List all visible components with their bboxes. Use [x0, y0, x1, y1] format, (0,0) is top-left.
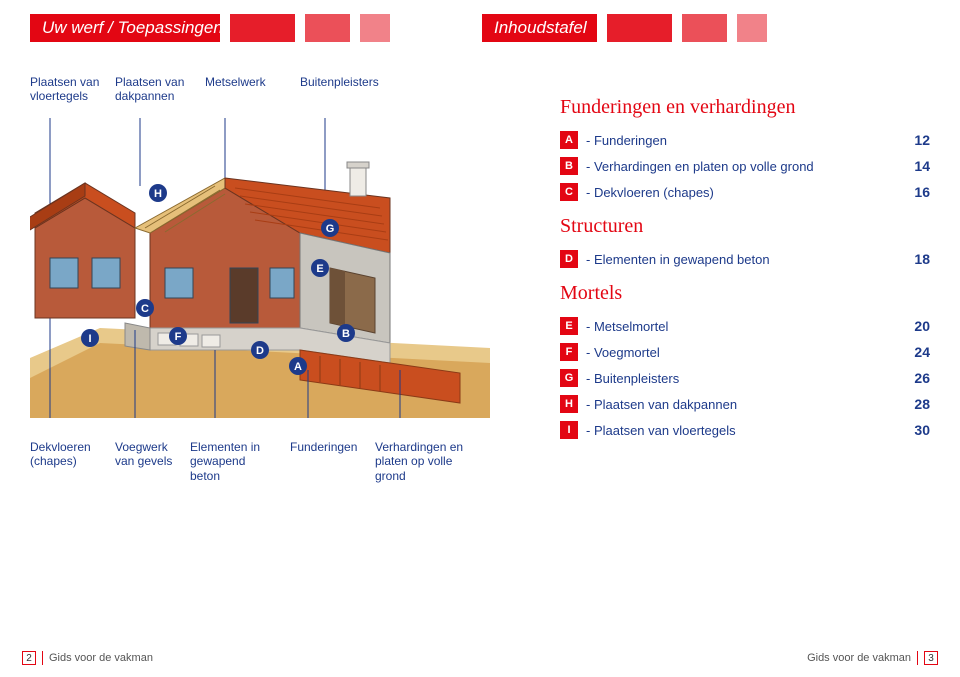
page-number-left: 2	[22, 651, 36, 665]
toc-page: 28	[900, 396, 930, 412]
footer-sep	[42, 651, 43, 665]
toc-row: C - Dekvloeren (chapes) 16	[560, 183, 930, 201]
svg-text:A: A	[294, 361, 302, 373]
svg-text:D: D	[256, 345, 264, 357]
toc-label: - Plaatsen van vloertegels	[586, 423, 900, 438]
footer-text-right: Gids voor de vakman	[807, 652, 911, 664]
toc-page: 20	[900, 318, 930, 334]
svg-text:F: F	[175, 331, 182, 343]
tab-left: Uw werf / Toepassingen	[30, 14, 235, 42]
tab-right-fade2	[682, 14, 727, 42]
footer-text-left: Gids voor de vakman	[49, 652, 153, 664]
toc-row: B - Verhardingen en platen op volle gron…	[560, 157, 930, 175]
key-badge: C	[560, 183, 578, 201]
toc-row: H - Plaatsen van dakpannen 28	[560, 395, 930, 413]
key-badge: A	[560, 131, 578, 149]
callout-bot-1: Dekvloeren (chapes)	[30, 440, 100, 469]
tab-left-fade3	[360, 14, 390, 42]
toc-page: 30	[900, 422, 930, 438]
callout-bot-4: Funderingen	[290, 440, 370, 454]
section-title-1: Funderingen en verhardingen	[560, 96, 930, 119]
toc-row: I - Plaatsen van vloertegels 30	[560, 421, 930, 439]
toc-page: 12	[900, 132, 930, 148]
house-svg: H G E B D A F C I	[30, 118, 490, 418]
toc-label: - Dekvloeren (chapes)	[586, 185, 900, 200]
toc-row: D - Elementen in gewapend beton 18	[560, 250, 930, 268]
toc-label: - Buitenpleisters	[586, 371, 900, 386]
footer-right: Gids voor de vakman 3	[807, 651, 938, 665]
footer-sep	[917, 651, 918, 665]
footer-left: 2 Gids voor de vakman	[22, 651, 153, 665]
callout-top-3: Metselwerk	[205, 76, 275, 90]
toc-row: E - Metselmortel 20	[560, 317, 930, 335]
callout-bot-3: Elementen in gewapend beton	[190, 440, 270, 483]
callout-top-4: Buitenpleisters	[300, 76, 390, 90]
key-badge: F	[560, 343, 578, 361]
section-title-2: Structuren	[560, 215, 930, 238]
svg-text:I: I	[88, 333, 91, 345]
toc-label: - Metselmortel	[586, 319, 900, 334]
toc-page: 18	[900, 251, 930, 267]
toc-page: 26	[900, 370, 930, 386]
toc-page: 24	[900, 344, 930, 360]
svg-text:B: B	[342, 328, 350, 340]
callout-top-2: Plaatsen van dakpannen	[115, 76, 185, 104]
page-number-right: 3	[924, 651, 938, 665]
key-badge: E	[560, 317, 578, 335]
toc-page: 16	[900, 184, 930, 200]
toc-page: 14	[900, 158, 930, 174]
key-badge: I	[560, 421, 578, 439]
key-badge: H	[560, 395, 578, 413]
key-badge: D	[560, 250, 578, 268]
toc-label: - Funderingen	[586, 133, 900, 148]
toc-label: - Elementen in gewapend beton	[586, 252, 900, 267]
svg-text:C: C	[141, 303, 149, 315]
toc-column: Funderingen en verhardingen A - Funderin…	[560, 82, 930, 447]
callout-bot-2: Voegwerk van gevels	[115, 440, 185, 469]
section-title-3: Mortels	[560, 282, 930, 305]
tab-left-fade2	[305, 14, 350, 42]
house-illustration: H G E B D A F C I	[30, 118, 490, 418]
key-badge: G	[560, 369, 578, 387]
svg-text:E: E	[316, 263, 323, 275]
tab-right-fade1	[607, 14, 672, 42]
callout-bot-5: Verhardingen en platen op volle grond	[375, 440, 465, 483]
tab-right-fade3	[737, 14, 767, 42]
tab-left-fade1	[230, 14, 295, 42]
tab-right: Inhoudstafel	[482, 14, 599, 42]
toc-label: - Voegmortel	[586, 345, 900, 360]
toc-label: - Verhardingen en platen op volle grond	[586, 159, 900, 174]
toc-row: A - Funderingen 12	[560, 131, 930, 149]
key-badge: B	[560, 157, 578, 175]
callout-top-1: Plaatsen van vloertegels	[30, 76, 100, 104]
toc-row: F - Voegmortel 24	[560, 343, 930, 361]
svg-text:H: H	[154, 188, 162, 200]
svg-text:G: G	[326, 223, 335, 235]
toc-row: G - Buitenpleisters 26	[560, 369, 930, 387]
toc-label: - Plaatsen van dakpannen	[586, 397, 900, 412]
